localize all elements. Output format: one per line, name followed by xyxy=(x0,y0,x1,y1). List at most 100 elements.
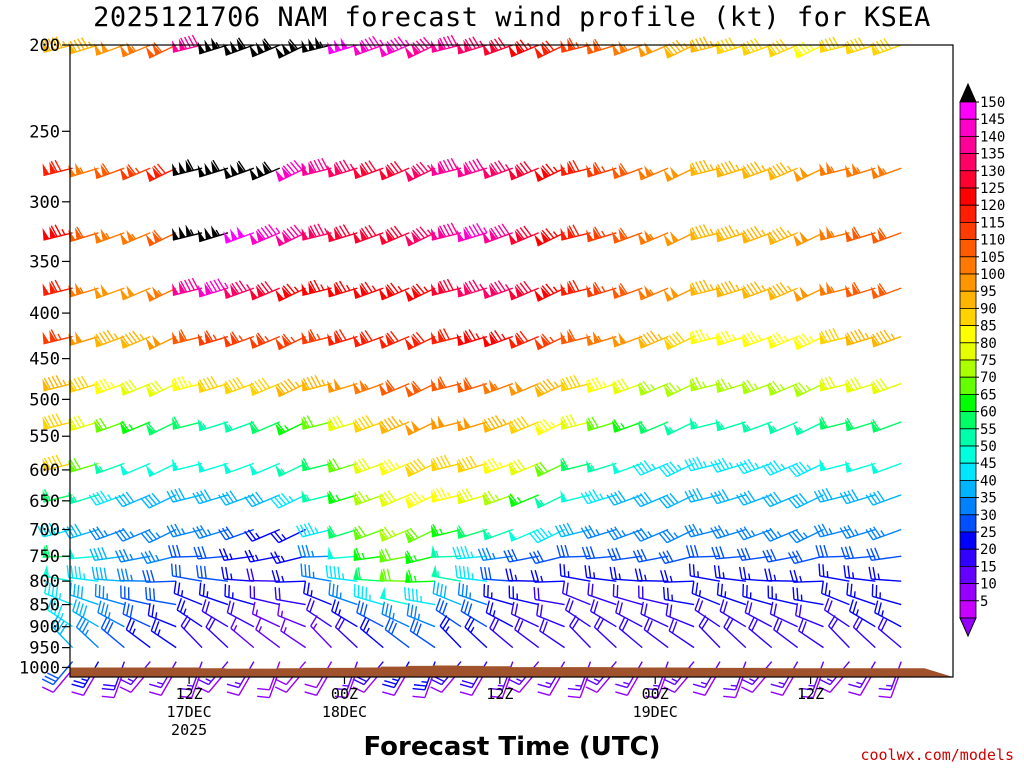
barb-full xyxy=(129,605,134,618)
barb-full xyxy=(170,524,178,537)
barb-flag xyxy=(430,227,438,241)
barb-full xyxy=(408,569,413,583)
barb-full xyxy=(70,524,79,537)
barb-flag xyxy=(560,331,568,344)
barb-full xyxy=(536,550,544,562)
barb-full xyxy=(659,570,665,583)
colorbar-swatch xyxy=(959,548,977,567)
barb-full xyxy=(634,568,639,581)
barb-flag xyxy=(249,44,258,57)
barb-half xyxy=(545,681,552,685)
wind-barb xyxy=(378,225,410,246)
barb-full xyxy=(80,586,84,599)
wind-barb xyxy=(173,581,203,606)
barb-shaft xyxy=(44,592,73,606)
barb-flag xyxy=(793,234,802,246)
barb-full xyxy=(820,330,828,343)
barb-full xyxy=(97,547,104,560)
wind-barb xyxy=(480,566,513,582)
wind-barb xyxy=(68,226,99,243)
barb-shaft xyxy=(484,167,514,180)
wind-barb xyxy=(93,329,125,348)
barb-full xyxy=(607,548,614,561)
barb-flag xyxy=(378,232,388,245)
wind-barb xyxy=(767,226,798,246)
wind-barb xyxy=(72,599,99,628)
source-credit[interactable]: coolwx.com/models xyxy=(860,746,1014,764)
barb-flag xyxy=(456,460,464,473)
barb-full xyxy=(99,490,109,502)
barb-full xyxy=(572,224,580,237)
barb-full xyxy=(664,45,674,56)
barb-flag xyxy=(851,227,860,240)
barb-shaft xyxy=(199,594,229,606)
barb-full xyxy=(643,460,653,471)
barb-half xyxy=(497,684,504,687)
wind-barb xyxy=(218,548,254,562)
barb-full xyxy=(580,527,589,539)
barb-full xyxy=(562,523,570,536)
barb-full xyxy=(646,620,653,633)
barb-full xyxy=(465,585,468,598)
barb-flag xyxy=(145,423,155,436)
barb-flag xyxy=(669,286,679,299)
wind-barb xyxy=(638,585,669,606)
barb-shaft xyxy=(613,232,643,244)
wind-barb xyxy=(762,527,798,542)
barb-flag xyxy=(327,333,335,346)
barb-full xyxy=(192,492,200,504)
barb-flag xyxy=(508,529,517,542)
barb-shaft xyxy=(275,598,306,606)
y-tick-label: 500 xyxy=(29,390,60,410)
wind-barb xyxy=(180,615,203,649)
barb-full xyxy=(405,529,415,541)
barb-half xyxy=(155,554,160,561)
barb-full xyxy=(818,686,831,693)
wind-barb xyxy=(384,617,410,649)
barb-full xyxy=(47,582,51,595)
barb-flag xyxy=(534,338,544,350)
barb-full xyxy=(594,161,602,174)
barb-full xyxy=(591,583,594,597)
barb-full xyxy=(877,616,885,629)
barb-half xyxy=(698,590,702,597)
barb-full xyxy=(675,331,685,342)
barb-flag xyxy=(197,164,206,177)
barb-full xyxy=(765,494,775,506)
barb-full xyxy=(695,226,703,238)
barb-flag xyxy=(669,166,679,179)
barb-full xyxy=(337,618,346,631)
wind-barb xyxy=(69,582,99,606)
barb-full xyxy=(73,378,81,390)
barb-full xyxy=(124,333,134,345)
barb-flag xyxy=(410,43,420,56)
barb-flag xyxy=(560,283,568,296)
barb-full xyxy=(173,581,177,594)
barb-full xyxy=(840,546,847,560)
barb-shaft xyxy=(199,232,229,243)
barb-shaft xyxy=(534,580,565,583)
barb-flag xyxy=(870,166,879,179)
wind-barb xyxy=(145,42,177,59)
barb-full xyxy=(638,420,648,432)
wind-barb xyxy=(249,462,281,476)
wind-barb xyxy=(793,333,824,351)
wind-barb xyxy=(93,228,125,244)
barb-full xyxy=(762,550,769,563)
barb-full xyxy=(183,618,192,630)
barb-full xyxy=(224,380,233,392)
wind-barb xyxy=(230,616,255,649)
barb-shaft xyxy=(587,287,617,298)
y-tick-label: 300 xyxy=(29,193,60,213)
barb-full xyxy=(151,492,161,504)
barb-flag xyxy=(586,229,594,242)
barb-flag xyxy=(379,586,386,600)
barb-half xyxy=(427,164,433,171)
barb-flag xyxy=(689,378,697,391)
barb-full xyxy=(839,492,848,504)
barb-full xyxy=(490,282,499,294)
barb-full xyxy=(76,226,84,238)
barb-full xyxy=(415,228,425,239)
wind-barb xyxy=(197,330,229,346)
barb-full xyxy=(328,582,331,595)
